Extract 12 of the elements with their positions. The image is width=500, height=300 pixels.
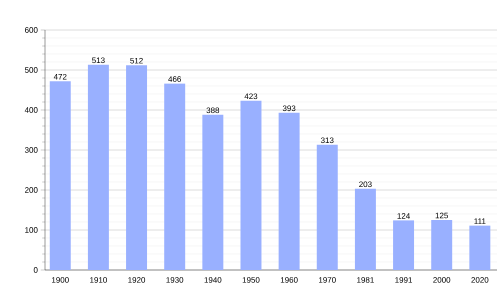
bar: [354, 188, 376, 270]
bar: [431, 220, 452, 270]
bar: [316, 144, 338, 270]
bar: [202, 114, 224, 270]
bar: [126, 65, 148, 270]
bar: [50, 81, 71, 270]
bar: [278, 112, 300, 270]
bar: [164, 84, 186, 270]
bar: [469, 226, 490, 270]
bar: [88, 64, 109, 270]
bar: [393, 220, 414, 270]
bar: [240, 100, 262, 270]
